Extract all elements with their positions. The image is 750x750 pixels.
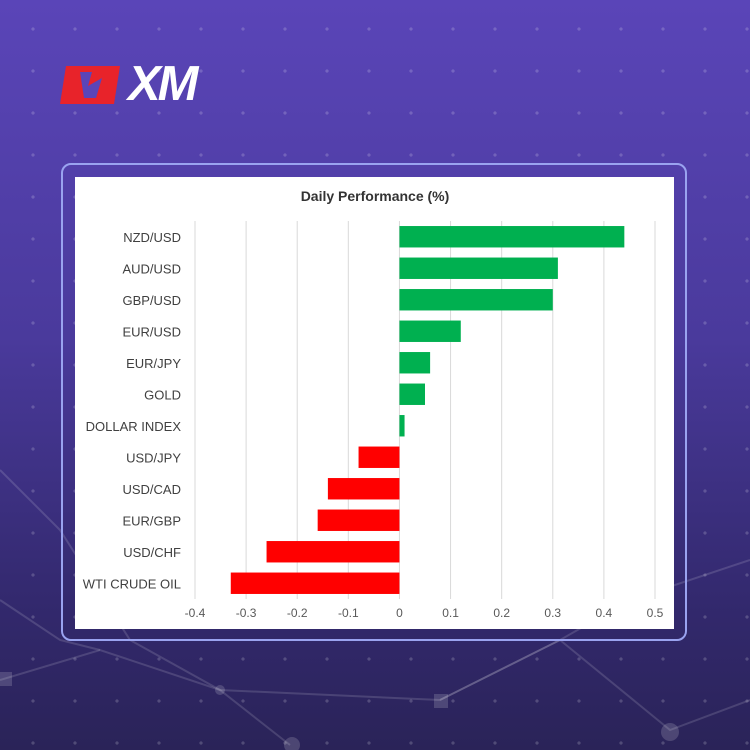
gridlines — [194, 221, 656, 599]
x-tick-label: -0.4 — [185, 606, 206, 620]
x-tick-labels: -0.4 -0.3 -0.2 -0.1 0 0.1 0.2 0.3 0.4 0.5 — [185, 606, 664, 620]
bars — [230, 226, 625, 594]
category-label: WTI CRUDE OIL — [83, 576, 181, 591]
x-tick-label: 0.4 — [596, 606, 613, 620]
logo-text: XM — [128, 57, 198, 111]
bar-wti-crude-oil — [230, 572, 400, 594]
category-label: USD/JPY — [126, 450, 181, 465]
bar-usd-jpy — [358, 446, 400, 468]
category-label: GBP/USD — [122, 293, 181, 308]
bar-gbp-usd — [399, 289, 553, 311]
category-label: GOLD — [144, 387, 181, 402]
x-tick-label: 0 — [396, 606, 403, 620]
bar-eur-usd — [399, 320, 461, 342]
category-label: AUD/USD — [122, 261, 181, 276]
x-tick-label: 0.1 — [442, 606, 459, 620]
bar-nzd-usd — [399, 226, 625, 248]
category-label: EUR/USD — [122, 324, 181, 339]
category-label: EUR/JPY — [126, 356, 181, 371]
category-label: USD/CAD — [122, 482, 181, 497]
category-label: USD/CHF — [123, 545, 181, 560]
bar-chart: Daily Performance (%) NZD/USD AUD/USD GBP/… — [83, 188, 664, 620]
bar-gold — [399, 383, 425, 405]
x-tick-label: 0.3 — [544, 606, 561, 620]
x-tick-label: -0.2 — [287, 606, 308, 620]
chart-title: Daily Performance (%) — [301, 188, 450, 204]
bar-eur-jpy — [399, 352, 431, 374]
bar-eur-gbp — [317, 509, 400, 531]
category-labels: NZD/USD AUD/USD GBP/USD EUR/USD EUR/JPY GOLD D… — [83, 230, 182, 592]
bar-usd-cad — [327, 478, 400, 500]
bar-aud-usd — [399, 257, 558, 279]
xm-logo: XM — [58, 58, 238, 110]
bar-usd-chf — [266, 541, 400, 563]
x-tick-label: 0.5 — [647, 606, 664, 620]
chart-card: Daily Performance (%) NZD/USD AUD/USD GBP/… — [75, 177, 674, 629]
x-tick-label: -0.1 — [338, 606, 359, 620]
x-tick-label: -0.3 — [236, 606, 257, 620]
bar-dollar-index — [399, 415, 405, 437]
category-label: DOLLAR INDEX — [86, 419, 182, 434]
x-tick-label: 0.2 — [493, 606, 510, 620]
category-label: NZD/USD — [123, 230, 181, 245]
category-label: EUR/GBP — [122, 513, 181, 528]
logo-bull-icon — [60, 66, 120, 104]
chart-frame — [61, 163, 687, 641]
